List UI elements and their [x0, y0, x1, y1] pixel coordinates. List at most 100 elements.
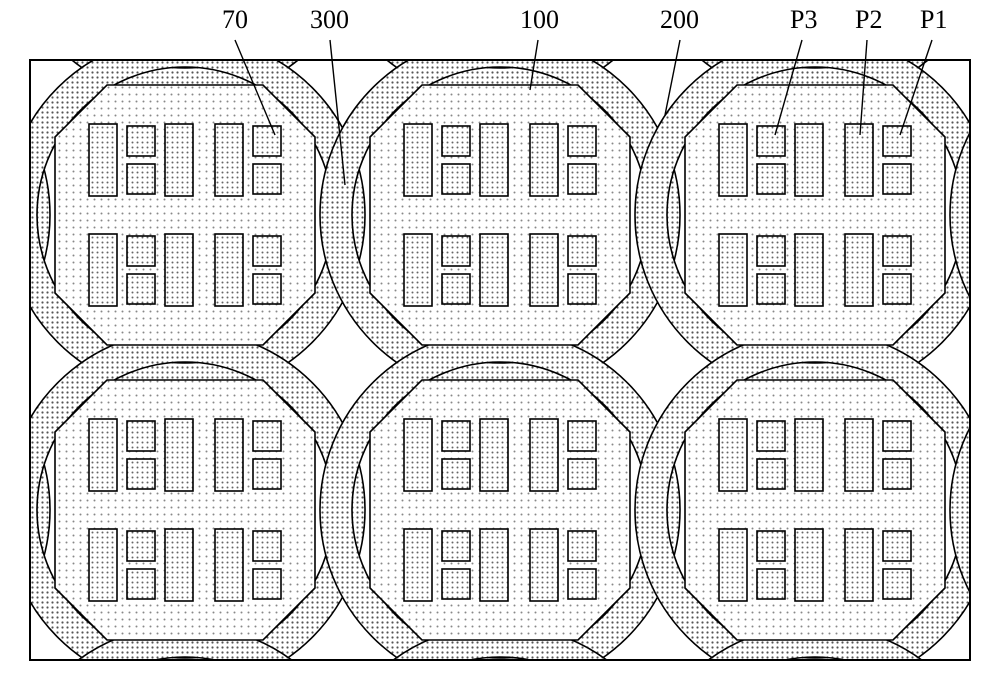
- subpixel-tall: [89, 124, 117, 196]
- connector-ring: [950, 330, 1000, 690]
- subpixel-small: [253, 421, 281, 451]
- subpixel-small: [883, 531, 911, 561]
- subpixel-small: [568, 569, 596, 599]
- subpixel-tall: [480, 419, 508, 491]
- subpixel-small: [568, 421, 596, 451]
- lbl-300: 300: [310, 5, 349, 34]
- subpixel-tall: [404, 529, 432, 601]
- subpixel-tall: [480, 529, 508, 601]
- subpixel-small: [757, 236, 785, 266]
- subpixel-tall: [480, 124, 508, 196]
- lbl-200: 200: [660, 5, 699, 34]
- lbl-P1: P1: [920, 5, 947, 34]
- subpixel-small: [568, 531, 596, 561]
- subpixel-tall: [795, 124, 823, 196]
- subpixel-small: [253, 569, 281, 599]
- subpixel-tall: [719, 529, 747, 601]
- subpixel-small: [757, 459, 785, 489]
- subpixel-small: [442, 569, 470, 599]
- subpixel-small: [883, 459, 911, 489]
- subpixel-tall: [480, 234, 508, 306]
- pixel-island: [55, 85, 315, 345]
- subpixel-small: [127, 274, 155, 304]
- subpixel-tall: [404, 419, 432, 491]
- subpixel-small: [127, 126, 155, 156]
- subpixel-tall: [845, 529, 873, 601]
- subpixel-small: [253, 164, 281, 194]
- subpixel-tall: [530, 419, 558, 491]
- lbl-P2: P2: [855, 5, 882, 34]
- subpixel-small: [568, 274, 596, 304]
- subpixel-small: [883, 126, 911, 156]
- pixel-island: [685, 380, 945, 640]
- subpixel-small: [568, 164, 596, 194]
- subpixel-tall: [215, 419, 243, 491]
- subpixel-small: [127, 164, 155, 194]
- subpixel-small: [442, 274, 470, 304]
- subpixel-tall: [215, 529, 243, 601]
- subpixel-small: [883, 421, 911, 451]
- subpixel-small: [568, 236, 596, 266]
- subpixel-small: [253, 531, 281, 561]
- subpixel-tall: [530, 124, 558, 196]
- subpixel-tall: [89, 529, 117, 601]
- subpixel-tall: [215, 124, 243, 196]
- subpixel-tall: [215, 234, 243, 306]
- subpixel-small: [568, 126, 596, 156]
- subpixel-tall: [165, 529, 193, 601]
- subpixel-small: [757, 126, 785, 156]
- subpixel-small: [127, 531, 155, 561]
- connector-ring: [0, 35, 50, 395]
- subpixel-small: [253, 274, 281, 304]
- subpixel-tall: [719, 124, 747, 196]
- subpixel-tall: [719, 419, 747, 491]
- connector-ring: [0, 0, 50, 100]
- subpixel-small: [883, 274, 911, 304]
- subpixel-small: [757, 164, 785, 194]
- subpixel-small: [757, 274, 785, 304]
- pixel-island: [55, 380, 315, 640]
- connector-ring: [950, 0, 1000, 100]
- pixel-island: [370, 380, 630, 640]
- subpixel-small: [127, 236, 155, 266]
- connector-ring: [950, 35, 1000, 395]
- subpixel-small: [883, 164, 911, 194]
- subpixel-small: [442, 531, 470, 561]
- subpixel-small: [127, 421, 155, 451]
- subpixel-tall: [719, 234, 747, 306]
- subpixel-small: [253, 459, 281, 489]
- subpixel-small: [127, 459, 155, 489]
- subpixel-tall: [89, 234, 117, 306]
- subpixel-tall: [795, 419, 823, 491]
- subpixel-small: [253, 236, 281, 266]
- subpixel-tall: [165, 419, 193, 491]
- lbl-100: 100: [520, 5, 559, 34]
- subpixel-small: [442, 126, 470, 156]
- subpixel-small: [442, 164, 470, 194]
- subpixel-tall: [404, 124, 432, 196]
- subpixel-small: [757, 421, 785, 451]
- connector-ring: [950, 625, 1000, 690]
- subpixel-tall: [165, 234, 193, 306]
- subpixel-tall: [795, 234, 823, 306]
- subpixel-small: [883, 569, 911, 599]
- connector-ring: [0, 625, 50, 690]
- subpixel-tall: [845, 124, 873, 196]
- pixel-island: [370, 85, 630, 345]
- subpixel-tall: [845, 234, 873, 306]
- subpixel-small: [757, 531, 785, 561]
- subpixel-tall: [845, 419, 873, 491]
- subpixel-tall: [89, 419, 117, 491]
- subpixel-tall: [530, 529, 558, 601]
- subpixel-small: [442, 459, 470, 489]
- lbl-70: 70: [222, 5, 248, 34]
- subpixel-tall: [404, 234, 432, 306]
- subpixel-tall: [530, 234, 558, 306]
- subpixel-small: [757, 569, 785, 599]
- subpixel-small: [568, 459, 596, 489]
- subpixel-small: [253, 126, 281, 156]
- subpixel-small: [442, 236, 470, 266]
- subpixel-small: [127, 569, 155, 599]
- subpixel-tall: [795, 529, 823, 601]
- subpixel-tall: [165, 124, 193, 196]
